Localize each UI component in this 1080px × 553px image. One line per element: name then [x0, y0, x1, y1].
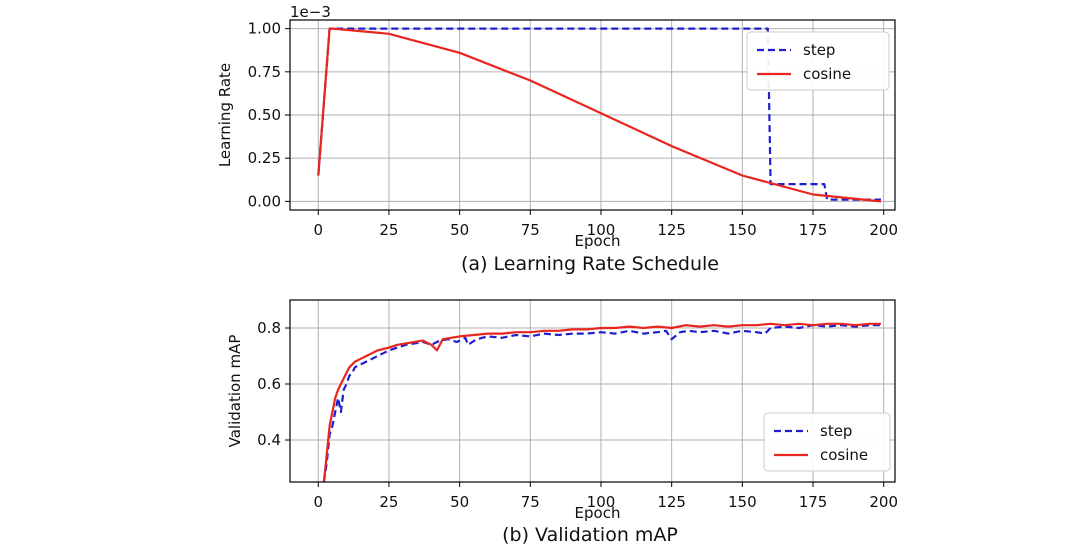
x-tick-label: 50 — [450, 221, 469, 239]
x-tick-label: 150 — [728, 493, 757, 511]
y-tick-label: 0.6 — [257, 375, 281, 393]
plot-frame — [289, 299, 896, 483]
x-tick-label: 125 — [657, 221, 686, 239]
y-axis-label: Validation mAP — [226, 335, 244, 448]
x-tick-label: 100 — [587, 221, 616, 239]
x-tick-label: 125 — [657, 493, 686, 511]
legend-box — [746, 31, 890, 91]
x-tick-label: 200 — [869, 493, 898, 511]
legend-box — [763, 412, 891, 472]
x-axis-label: Epoch — [575, 232, 621, 250]
y-tick-label: 0.25 — [248, 149, 281, 167]
x-tick-label: 175 — [799, 221, 828, 239]
x-tick-label: 0 — [313, 221, 323, 239]
plot-frame — [289, 19, 896, 211]
x-tick-label: 150 — [728, 221, 757, 239]
x-tick-label: 175 — [799, 493, 828, 511]
x-axis-label: Epoch — [575, 504, 621, 522]
caption-learning-rate: (a) Learning Rate Schedule — [461, 253, 719, 275]
legend-label-step: step — [803, 41, 835, 59]
y-tick-label: 1.00 — [248, 20, 281, 38]
x-tick-label: 75 — [521, 493, 540, 511]
x-tick-label: 50 — [450, 493, 469, 511]
series-line-cosine — [322, 322, 881, 483]
x-tick-label: 0 — [313, 493, 323, 511]
y-axis-label: Learning Rate — [216, 63, 234, 167]
series-line-cosine — [317, 27, 882, 203]
panel-validation-map: 0 25 50 75 100 125 150 175 200 0.4 0.6 0.8 Epoch Vali… — [226, 299, 898, 522]
y-tick-label: 0.8 — [257, 319, 281, 337]
caption-validation-map: (b) Validation mAP — [502, 524, 678, 546]
legend-label-cosine: cosine — [803, 65, 851, 83]
y-tick-label: 0.00 — [248, 192, 281, 210]
legend-label-cosine: cosine — [820, 446, 868, 464]
y-tick-label: 0.50 — [248, 106, 281, 124]
x-tick-label: 25 — [379, 493, 398, 511]
x-tick-label: 25 — [379, 221, 398, 239]
y-scale-label: 1e−3 — [290, 3, 331, 21]
x-tick-label: 75 — [521, 221, 540, 239]
legend-label-step: step — [820, 422, 852, 440]
series-line-step — [322, 324, 881, 483]
y-tick-label: 0.4 — [257, 431, 281, 449]
x-tick-label: 200 — [869, 221, 898, 239]
x-tick-label: 100 — [587, 493, 616, 511]
y-tick-label: 0.75 — [248, 63, 281, 81]
panel-learning-rate: 0 25 50 75 100 125 150 175 200 0.00 0.25 0.50 0.75 1.… — [216, 3, 898, 250]
